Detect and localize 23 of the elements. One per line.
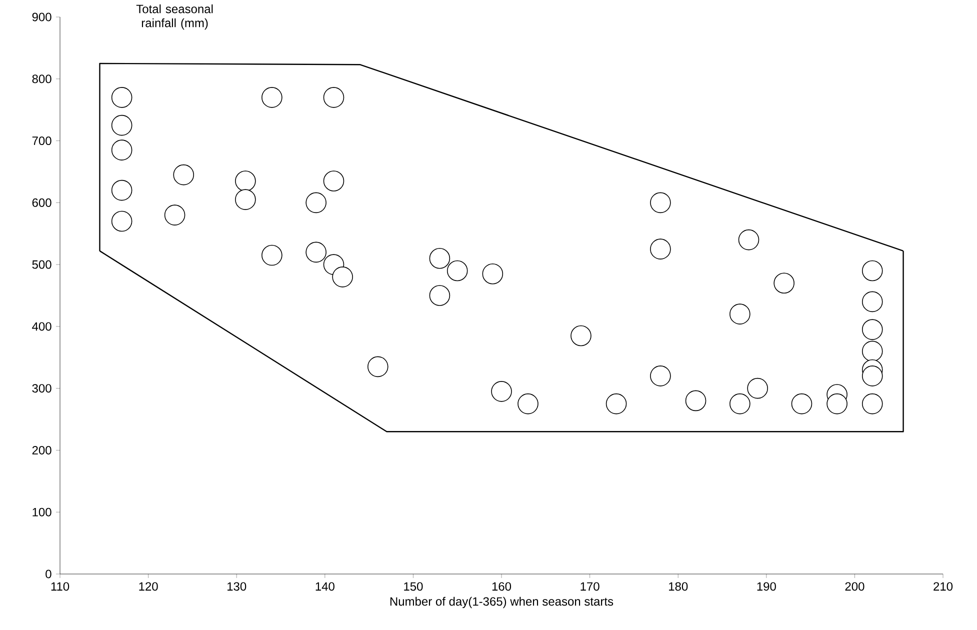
x-tick-label: 120 — [139, 582, 158, 591]
y-tick-label: 0 — [46, 570, 52, 578]
y-tick-label: 200 — [32, 446, 52, 454]
x-tick-label: 130 — [228, 582, 246, 591]
y-tick-label: 500 — [32, 260, 52, 269]
x-tick-label: 170 — [580, 582, 600, 591]
x-tick-label: 160 — [492, 582, 512, 591]
y-tick-label: 100 — [32, 508, 52, 516]
x-tick-label: 200 — [845, 582, 864, 591]
y-tick-label: 600 — [32, 198, 52, 207]
x-tick-label: 210 — [934, 582, 953, 591]
x-tick-label: 140 — [316, 582, 334, 591]
y-tick-label: 800 — [32, 74, 52, 84]
x-tick-label: 150 — [404, 582, 423, 591]
x-tick-label: 190 — [757, 582, 776, 591]
x-axis-title: Number of day(1-365) when season starts — [390, 596, 614, 608]
y-tick-label: 900 — [32, 12, 52, 22]
y-tick-label: 700 — [32, 136, 52, 146]
x-tick-label: 180 — [669, 582, 688, 591]
y-tick-label: 300 — [32, 384, 52, 393]
y-axis-title: Total seasonal rainfall (mm) — [136, 4, 213, 30]
y-tick-label: 400 — [32, 322, 52, 331]
x-tick-label: 110 — [51, 582, 70, 591]
